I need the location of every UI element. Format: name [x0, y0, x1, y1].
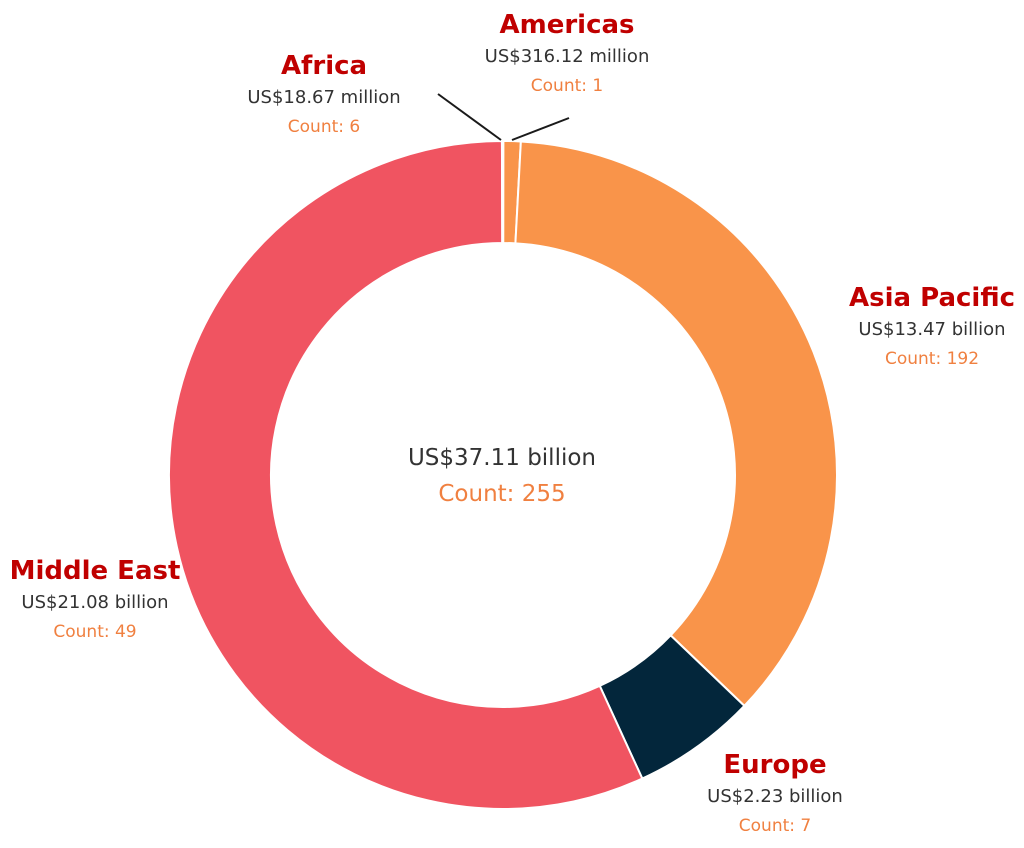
slice-label-africa: Africa US$18.67 million Count: 6	[224, 53, 424, 136]
region-value: US$18.67 million	[247, 87, 401, 108]
region-name: Middle East	[9, 556, 181, 586]
region-name: Americas	[499, 10, 635, 40]
center-count: Count: 255	[438, 481, 566, 507]
center-total: US$37.11 billion	[407, 445, 597, 471]
donut-center-label: US$37.11 billion Count: 255	[0, 447, 1004, 506]
leader-line-africa	[437, 93, 502, 141]
region-count: Count: 1	[530, 76, 604, 96]
slice-label-asia-pacific: Asia Pacific US$13.47 billion Count: 192	[827, 285, 1024, 368]
leader-line-americas	[511, 117, 570, 141]
slice-middle-east	[168, 139, 644, 810]
slice-label-americas: Americas US$316.12 million Count: 1	[467, 12, 667, 95]
region-count: Count: 192	[884, 349, 980, 369]
region-count: Count: 49	[53, 622, 137, 642]
region-name: Africa	[280, 51, 368, 81]
leader-lines	[437, 93, 570, 141]
region-value: US$316.12 million	[484, 46, 650, 67]
region-count: Count: 6	[287, 117, 361, 137]
region-count: Count: 7	[738, 816, 812, 836]
donut-slices	[168, 139, 838, 810]
region-name: Europe	[723, 750, 827, 780]
slice-africa	[500, 139, 505, 245]
region-value: US$2.23 billion	[707, 786, 843, 807]
region-value: US$13.47 billion	[858, 319, 1006, 340]
slice-asia-pacific	[514, 140, 838, 708]
region-value: US$21.08 billion	[21, 592, 169, 613]
region-name: Asia Pacific	[848, 283, 1016, 313]
slice-label-europe: Europe US$2.23 billion Count: 7	[680, 752, 870, 835]
slice-label-middle-east: Middle East US$21.08 billion Count: 49	[0, 558, 190, 641]
